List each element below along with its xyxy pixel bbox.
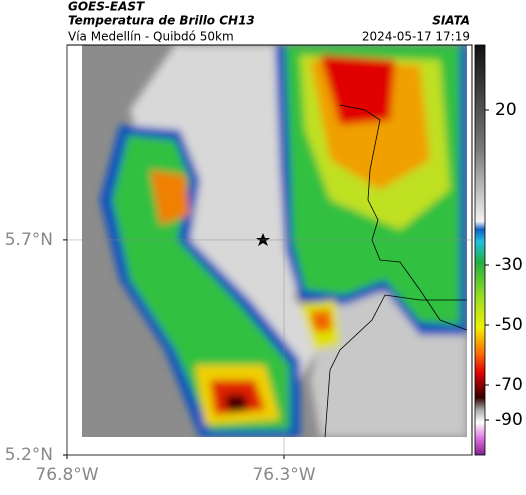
subtitle: Temperatura de Brillo CH13 (68, 14, 255, 28)
colorbar-tick-label: -90 (495, 410, 523, 430)
x-tick-label: 76.3°W (252, 465, 315, 485)
satellite-imagery (82, 45, 467, 437)
location: Vía Medellín - Quibdó 50km (68, 30, 234, 44)
colorbar (474, 44, 486, 456)
source: SIATA (432, 14, 470, 28)
x-tick-label: 76.8°W (35, 465, 98, 485)
colorbar-tick-label: -30 (495, 255, 523, 275)
datetime: 2024-05-17 17:19 (362, 30, 470, 44)
location-marker (256, 233, 270, 246)
title: GOES-EAST (68, 0, 145, 14)
colorbar-tick-label: -70 (495, 375, 523, 395)
colorbar-tick-label: -50 (495, 315, 523, 335)
y-tick-label: 5.7°N (5, 230, 53, 250)
colorbar-tick-label: 20 (495, 100, 517, 120)
y-tick-label: 5.2°N (5, 445, 53, 465)
